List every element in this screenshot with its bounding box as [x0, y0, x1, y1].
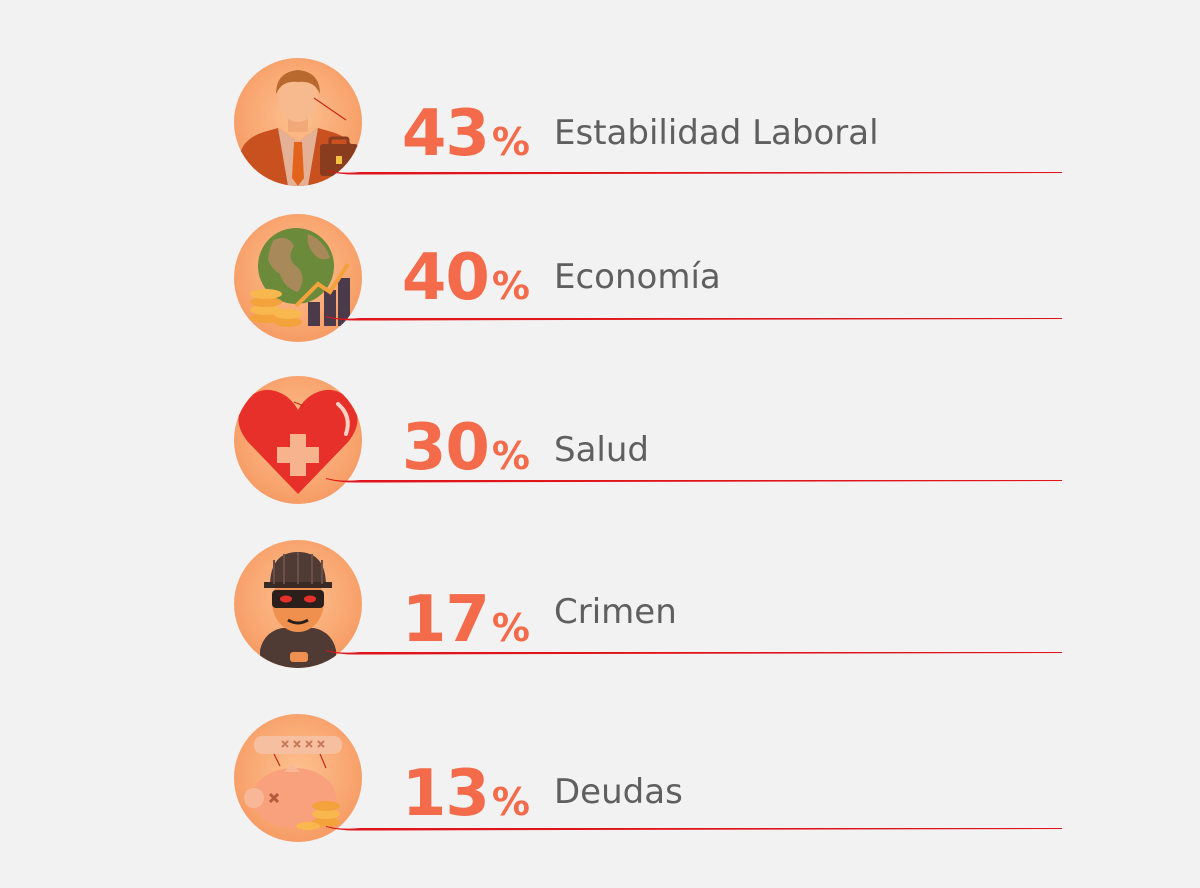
globe-growth-icon: [234, 214, 362, 342]
category-label: Deudas: [554, 772, 683, 812]
percent-value: 30%: [401, 411, 530, 485]
underline-4: [326, 650, 1062, 655]
category-label: Crimen: [554, 592, 677, 632]
row-crimen: 17% Crimen: [0, 538, 1200, 678]
percent-value: 13%: [401, 757, 530, 831]
category-label: Salud: [554, 430, 649, 470]
heart-cross-icon: [234, 376, 362, 504]
percent-value: 40%: [401, 241, 530, 315]
category-label: Economía: [554, 257, 721, 297]
underline-3: [326, 478, 1062, 483]
row-estabilidad-laboral: 43% Estabilidad Laboral: [0, 58, 1200, 198]
underline-2: [326, 316, 1062, 321]
percent-value: 43%: [401, 97, 530, 171]
percent-value: 17%: [401, 583, 530, 657]
businessman-icon: [234, 58, 362, 186]
row-salud: 30% Salud: [0, 376, 1200, 516]
thief-icon: [234, 540, 362, 668]
piggy-bank-icon: [234, 714, 362, 842]
category-label: Estabilidad Laboral: [554, 113, 879, 153]
row-deudas: 13% Deudas: [0, 712, 1200, 852]
underline-1: [326, 170, 1062, 175]
underline-5: [326, 826, 1062, 831]
row-economia: 40% Economía: [0, 212, 1200, 352]
